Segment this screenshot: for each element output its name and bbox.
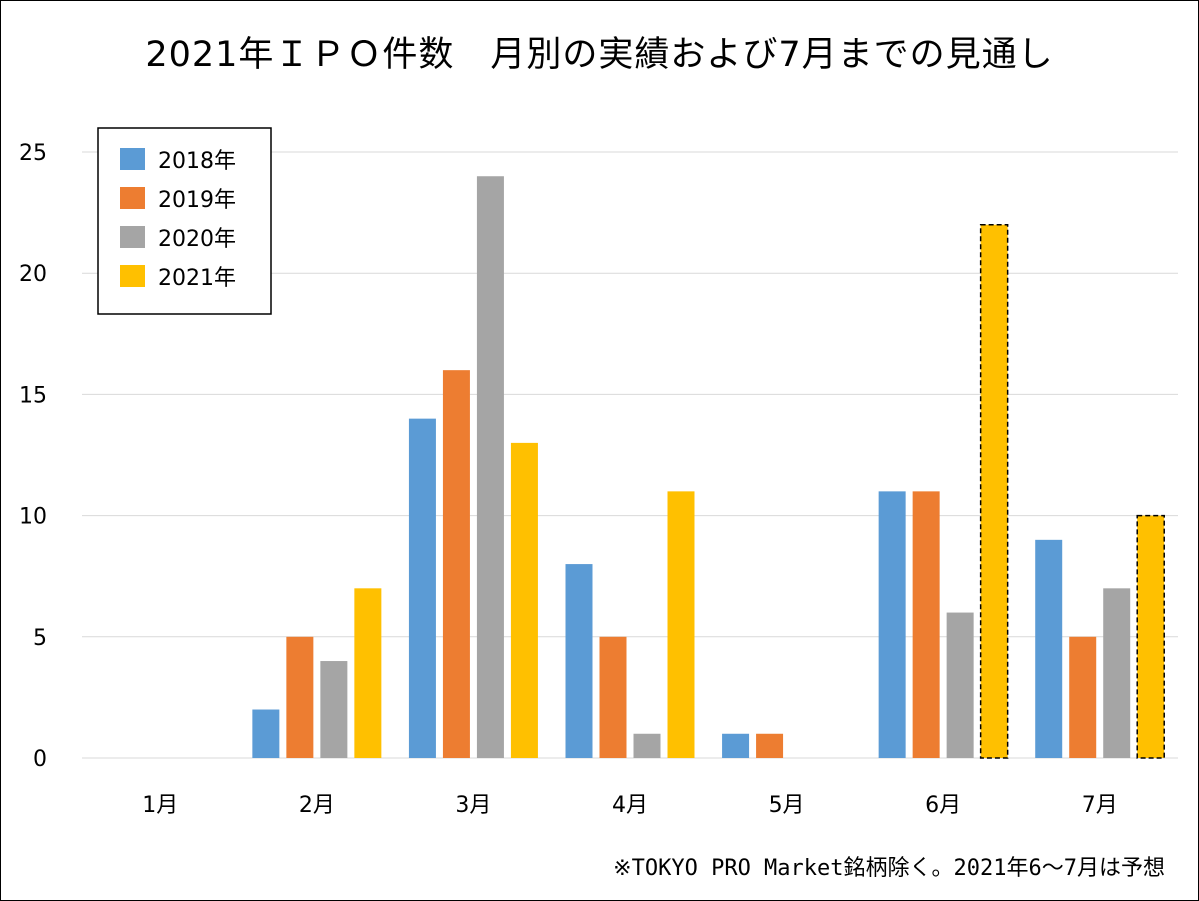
bar-2019年-6月 [912,491,940,758]
bar-2019年-4月 [599,636,627,758]
x-tick-label: 7月 [1082,793,1118,818]
bar-2018年-7月 [1035,539,1063,758]
bar-2021年-2月 [354,588,382,758]
y-tick-label: 20 [19,262,47,287]
bar-2018年-2月 [252,709,280,758]
bar-2020年-7月 [1103,588,1131,758]
bar-2019年-7月 [1069,636,1097,758]
bar-2021年-7月 [1136,514,1165,759]
bar-2020年-3月 [476,176,504,759]
x-tick-label: 6月 [925,793,961,818]
legend-label: 2021年 [158,266,236,291]
bar-2018年-5月 [722,733,750,758]
y-tick-label: 0 [33,747,47,772]
bar-2018年-6月 [878,491,906,758]
x-tick-label: 3月 [455,793,491,818]
legend-label: 2020年 [158,227,236,252]
legend-swatch-2018年 [120,148,145,170]
x-tick-label: 5月 [769,793,805,818]
x-tick-label: 4月 [612,793,648,818]
legend-label: 2019年 [158,188,236,213]
bar-2019年-5月 [756,733,784,758]
legend-swatch-2021年 [120,265,145,287]
bar-2019年-3月 [442,370,470,758]
x-tick-label: 1月 [142,793,178,818]
y-tick-label: 15 [19,383,47,408]
bar-2021年-6月 [979,223,1009,759]
bar-2020年-4月 [633,733,661,758]
legend-swatch-2020年 [120,226,145,248]
bar-2018年-4月 [565,564,593,758]
bar-2018年-3月 [408,418,436,758]
x-tick-label: 2月 [299,793,335,818]
y-tick-label: 25 [19,141,47,166]
y-tick-label: 10 [19,505,47,530]
bar-2020年-2月 [320,661,348,758]
y-tick-label: 5 [33,626,47,651]
bar-2020年-6月 [946,612,974,758]
chart-footnote: ※TOKYO PRO Market銘柄除く。2021年6〜7月は予想 [613,856,1165,881]
legend-swatch-2019年 [120,187,145,209]
legend-label: 2018年 [158,149,236,174]
chart-title: 2021年ＩＰＯ件数 月別の実績および7月までの見通し [145,35,1054,75]
bar-2019年-2月 [286,636,314,758]
bar-2021年-4月 [667,491,695,758]
bar-2021年-3月 [510,442,538,758]
